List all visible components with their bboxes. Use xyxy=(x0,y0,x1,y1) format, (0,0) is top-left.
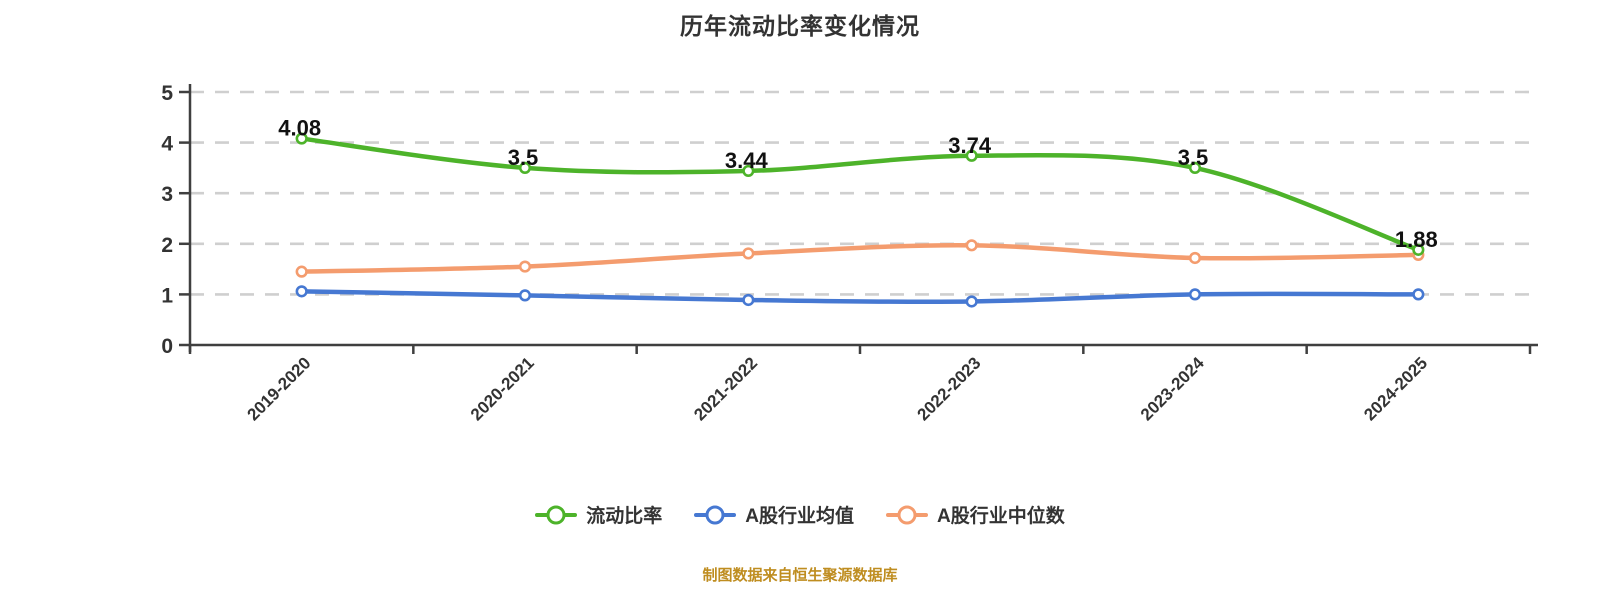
x-axis-label-2021-2022: 2021-2022 xyxy=(690,353,761,424)
legend-item-a-share-industry-mean[interactable]: A股行业均值 xyxy=(694,501,854,528)
legend-marker-line-a-share-industry-median xyxy=(886,505,928,524)
y-axis-label-0: 0 xyxy=(161,335,173,358)
chart-title: 历年流动比率变化情况 xyxy=(680,13,920,39)
legend-label-a-share-industry-mean: A股行业均值 xyxy=(745,506,854,527)
data-label-current-ratio-2024-2025: 1.88 xyxy=(1395,227,1438,252)
legend: 流动比率 A股行业均值 A股行业中位数 xyxy=(0,501,1600,528)
data-point-a-share-industry-mean-2021-2022 xyxy=(742,293,755,307)
legend-item-a-share-industry-median[interactable]: A股行业中位数 xyxy=(886,501,1065,528)
x-axis-label-2022-2023: 2022-2023 xyxy=(914,353,985,424)
legend-item-current-ratio[interactable]: 流动比率 xyxy=(535,501,662,528)
y-axis-label-4: 4 xyxy=(161,133,173,156)
legend-marker-dot-current-ratio xyxy=(546,505,566,524)
data-label-current-ratio-2021-2022: 3.44 xyxy=(725,148,769,173)
data-point-a-share-industry-mean-2020-2021 xyxy=(518,289,532,302)
y-axis-label-1: 1 xyxy=(161,284,173,307)
legend-label-a-share-industry-median: A股行业中位数 xyxy=(937,506,1065,527)
series-line-a-share-industry-median xyxy=(299,242,1421,274)
x-axis-label-2019-2020: 2019-2020 xyxy=(244,353,315,424)
series-line-current-ratio xyxy=(299,136,1421,253)
y-axis-label-2: 2 xyxy=(161,234,173,257)
x-axis-label-2020-2021: 2020-2021 xyxy=(467,353,538,424)
data-point-a-share-industry-mean-2022-2023 xyxy=(965,295,978,308)
data-point-a-share-industry-median-2023-2024 xyxy=(1188,251,1202,265)
legend-label-current-ratio: 流动比率 xyxy=(586,506,663,527)
legend-marker-line-current-ratio xyxy=(535,505,578,524)
data-label-current-ratio-2020-2021: 3.5 xyxy=(508,145,539,170)
data-label-current-ratio-2023-2024: 3.5 xyxy=(1178,145,1209,170)
data-label-current-ratio-2022-2023: 3.74 xyxy=(948,133,992,158)
legend-marker-dot-a-share-industry-mean xyxy=(705,505,725,524)
data-point-current-ratio-2019-2020 xyxy=(295,132,308,145)
y-axis-label-5: 5 xyxy=(161,82,173,105)
data-point-current-ratio-2023-2024 xyxy=(1188,161,1202,174)
legend-marker-line-a-share-industry-mean xyxy=(694,505,737,524)
data-point-a-share-industry-median-2021-2022 xyxy=(742,247,755,260)
legend-marker-dot-a-share-industry-median xyxy=(897,505,917,524)
y-axis-label-3: 3 xyxy=(161,183,173,206)
series-line-a-share-industry-mean xyxy=(299,289,1421,305)
data-label-current-ratio-2019-2020: 4.08 xyxy=(278,116,321,141)
data-point-a-share-industry-mean-2019-2020 xyxy=(295,285,308,298)
x-axis-label-2024-2025: 2024-2025 xyxy=(1360,353,1431,424)
data-point-current-ratio-2021-2022 xyxy=(742,164,755,178)
data-point-current-ratio-2024-2025 xyxy=(1412,243,1425,256)
data-source-note: 制图数据来自恒生聚源数据库 xyxy=(702,567,898,584)
data-point-a-share-industry-mean-2023-2024 xyxy=(1188,288,1202,301)
data-point-a-share-industry-median-2022-2023 xyxy=(965,239,978,252)
data-point-a-share-industry-median-2019-2020 xyxy=(295,265,308,278)
data-point-a-share-industry-mean-2024-2025 xyxy=(1412,288,1425,301)
data-point-current-ratio-2022-2023 xyxy=(965,149,978,162)
x-axis-label-2023-2024: 2023-2024 xyxy=(1137,353,1208,424)
data-point-a-share-industry-median-2020-2021 xyxy=(518,260,532,273)
data-point-current-ratio-2020-2021 xyxy=(518,161,532,174)
